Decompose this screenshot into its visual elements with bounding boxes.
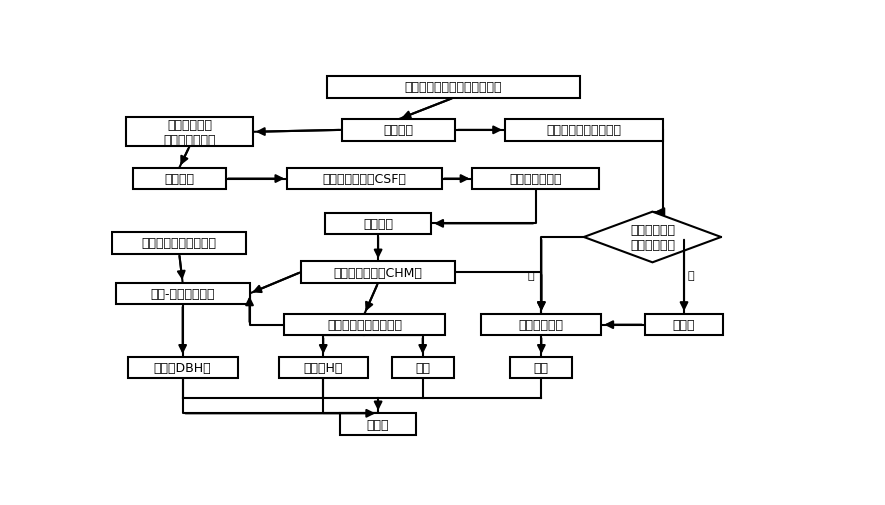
Text: 胸径（DBH）: 胸径（DBH） (154, 361, 212, 374)
Bar (342, 120, 455, 141)
Text: 自然邻域插值法: 自然邻域插值法 (510, 173, 562, 186)
Text: 树种: 树种 (534, 361, 549, 374)
Bar (279, 357, 368, 378)
Text: 蓄积量: 蓄积量 (367, 418, 389, 431)
Text: 采伐前后两期
无人机点云数据: 采伐前后两期 无人机点云数据 (163, 119, 216, 146)
Bar (284, 314, 445, 336)
Text: 动态窗口局域最大值法: 动态窗口局域最大值法 (327, 319, 402, 331)
Text: 点云匹配: 点云匹配 (165, 173, 194, 186)
Text: 采伐前无人机遥感影像: 采伐前无人机遥感影像 (546, 124, 621, 137)
Text: 树高（H）: 树高（H） (304, 361, 342, 374)
Text: 野外实测树高胸径数据: 野外实测树高胸径数据 (142, 237, 217, 250)
Text: 布料模拟滤波（CSF）: 布料模拟滤波（CSF） (322, 173, 406, 186)
Bar (341, 414, 416, 435)
Text: 采伐前后两期无人机航空相片: 采伐前后两期无人机航空相片 (404, 81, 503, 94)
Bar (301, 262, 455, 283)
Bar (392, 357, 454, 378)
Bar (127, 357, 237, 378)
Text: 是: 是 (527, 271, 535, 281)
Bar (481, 314, 602, 336)
Bar (473, 169, 599, 190)
Text: 株数: 株数 (415, 361, 430, 374)
Bar (644, 314, 723, 336)
Bar (126, 118, 253, 147)
Bar (327, 77, 581, 98)
Text: 分类器: 分类器 (673, 319, 696, 331)
Bar (112, 233, 246, 254)
Bar (505, 120, 663, 141)
Bar (511, 357, 573, 378)
Bar (288, 169, 442, 190)
Text: 冠层高度模型（CHM）: 冠层高度模型（CHM） (334, 266, 422, 279)
Text: 树种是否存在
明显高度差异: 树种是否存在 明显高度差异 (630, 224, 675, 251)
Bar (116, 283, 250, 305)
Text: 高度阈值分类: 高度阈值分类 (519, 319, 564, 331)
Text: 数据处理: 数据处理 (384, 124, 413, 137)
Bar (325, 213, 431, 235)
Text: 差值运算: 差值运算 (363, 218, 393, 230)
Bar (133, 169, 226, 190)
Text: 否: 否 (688, 271, 694, 281)
Text: 胸径-树高模型建立: 胸径-树高模型建立 (150, 287, 215, 300)
Polygon shape (584, 212, 721, 263)
